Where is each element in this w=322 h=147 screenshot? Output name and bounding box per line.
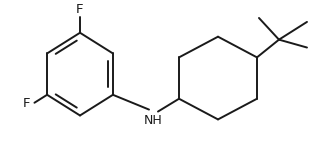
- Text: F: F: [22, 97, 30, 110]
- Text: NH: NH: [144, 113, 162, 127]
- Text: F: F: [76, 3, 84, 16]
